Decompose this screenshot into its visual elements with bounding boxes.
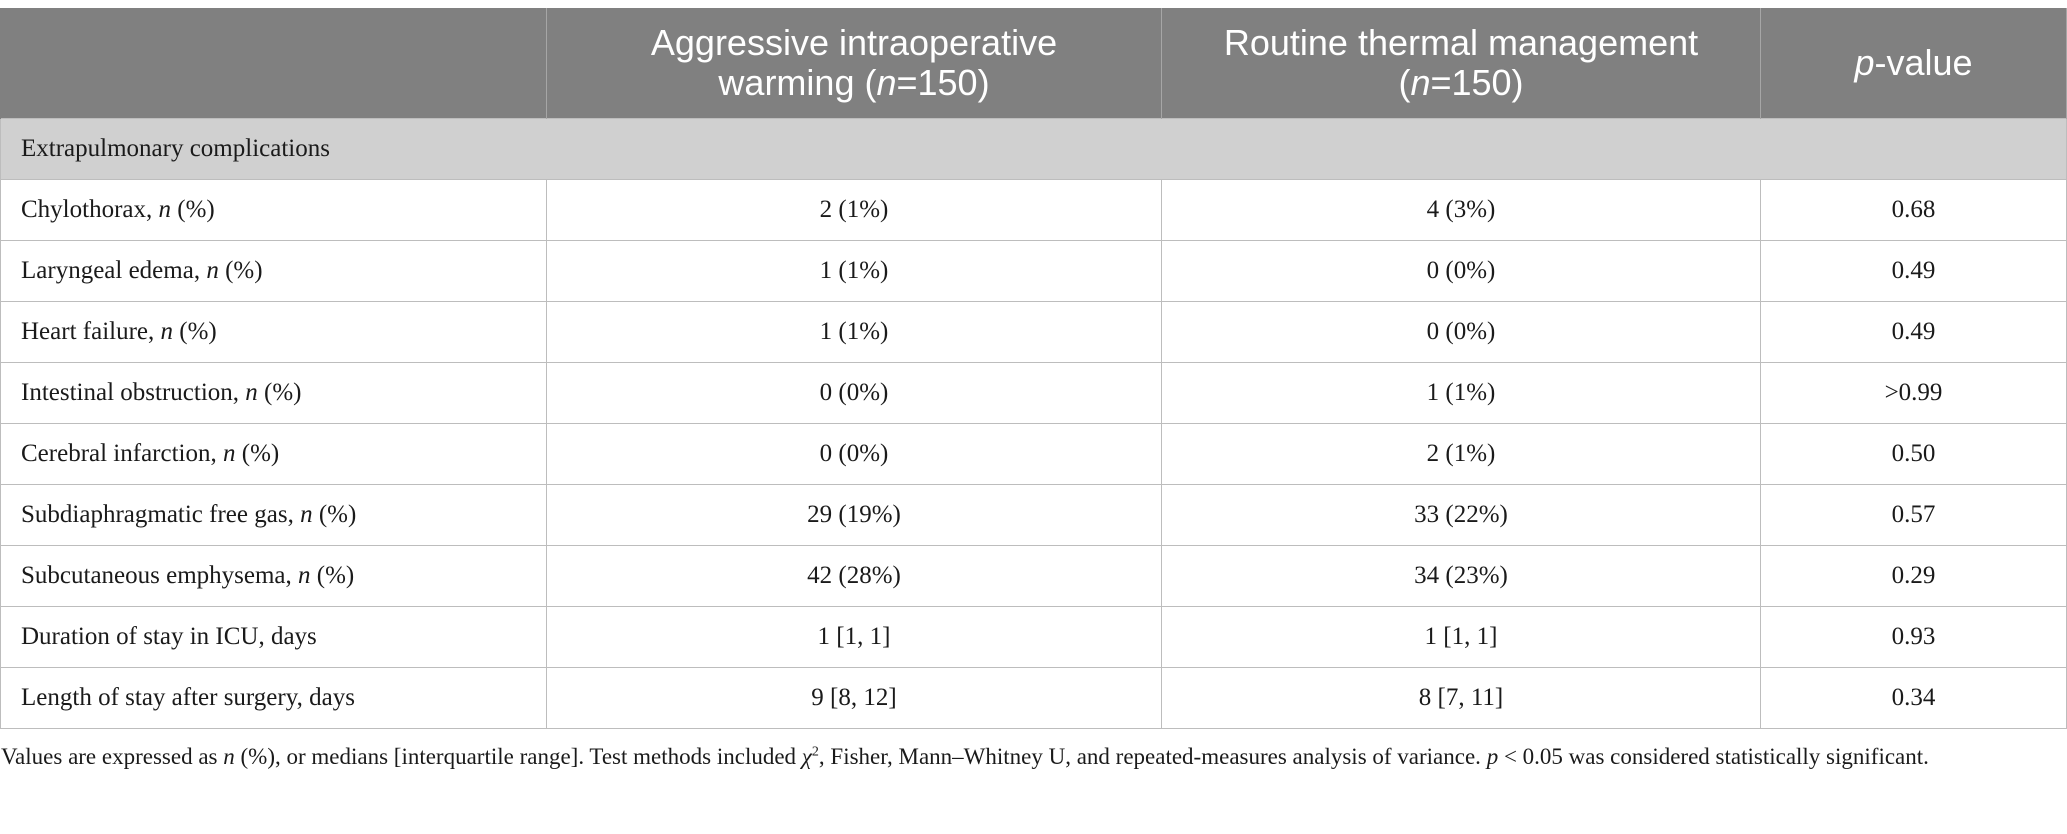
row-label-text: Cerebral infarction,: [21, 440, 223, 467]
header-p-italic: p: [1854, 42, 1875, 83]
header-p-rest: -value: [1874, 42, 1973, 83]
row-label-text: Intestinal obstruction,: [21, 379, 246, 406]
footnote-chi: χ: [801, 744, 812, 769]
cell-aggressive: 42 (28%): [546, 545, 1162, 607]
row-label: Cerebral infarction, n (%): [0, 423, 547, 485]
cell-routine: 0 (0%): [1161, 240, 1761, 302]
header-aggressive-line2b: =150): [896, 62, 990, 103]
row-label: Heart failure, n (%): [0, 301, 547, 363]
footnote-part2: (%), or medians [interquartile range]. T…: [234, 744, 802, 769]
footnote-part3: , Fisher, Mann–Whitney U, and repeated-m…: [818, 744, 1487, 769]
header-aggressive-line1: Aggressive intraoperative: [650, 22, 1058, 63]
cell-routine: 1 [1, 1]: [1161, 606, 1761, 668]
table-row: Subdiaphragmatic free gas, n (%) 29 (19%)…: [0, 484, 2067, 546]
table-row: Intestinal obstruction, n (%) 0 (0%) 1 (1%…: [0, 362, 2067, 424]
cell-aggressive: 1 [1, 1]: [546, 606, 1162, 668]
cell-routine: 0 (0%): [1161, 301, 1761, 363]
section-row: Extrapulmonary complications: [0, 118, 2067, 180]
row-label: Intestinal obstruction, n (%): [0, 362, 547, 424]
row-label-suffix: (%): [171, 196, 215, 223]
cell-routine: 1 (1%): [1161, 362, 1761, 424]
row-label-n: n: [245, 379, 258, 406]
row-label-suffix: (%): [235, 440, 280, 467]
section-title: Extrapulmonary complications: [0, 118, 2067, 180]
results-table-figure: Aggressive intraoperative warming (n=150…: [0, 8, 2067, 775]
row-label-text: Subcutaneous emphysema,: [21, 562, 299, 589]
header-routine-line2b: =150): [1430, 62, 1524, 103]
row-label: Laryngeal edema, n (%): [0, 240, 547, 302]
cell-p-value: 0.29: [1760, 545, 2067, 607]
cell-aggressive: 0 (0%): [546, 362, 1162, 424]
row-label-n: n: [206, 257, 219, 284]
cell-aggressive: 1 (1%): [546, 301, 1162, 363]
table-footnote: Values are expressed as n (%), or median…: [0, 739, 2061, 775]
table-row: Length of stay after surgery, days 9 [8, …: [0, 667, 2067, 729]
row-label: Subdiaphragmatic free gas, n (%): [0, 484, 547, 546]
complications-table: Aggressive intraoperative warming (n=150…: [0, 8, 2067, 729]
cell-p-value: 0.57: [1760, 484, 2067, 546]
cell-aggressive: 2 (1%): [546, 179, 1162, 241]
row-label-suffix: (%): [218, 257, 263, 284]
row-label-text: Heart failure,: [21, 318, 161, 345]
row-label-suffix: (%): [312, 501, 357, 528]
cell-routine: 33 (22%): [1161, 484, 1761, 546]
table-row: Laryngeal edema, n (%) 1 (1%) 0 (0%) 0.49: [0, 240, 2067, 302]
cell-routine: 34 (23%): [1161, 545, 1761, 607]
cell-p-value: >0.99: [1760, 362, 2067, 424]
header-routine-line1: Routine thermal management: [1223, 22, 1699, 63]
footnote-p: p: [1486, 744, 1499, 769]
footnote-part1: Values are expressed as: [1, 744, 224, 769]
row-label-text: Laryngeal edema,: [21, 257, 207, 284]
footnote-chi-sup: 2: [811, 744, 819, 760]
table-row: Duration of stay in ICU, days 1 [1, 1] 1 […: [0, 606, 2067, 668]
cell-aggressive: 29 (19%): [546, 484, 1162, 546]
row-label-n: n: [160, 318, 174, 345]
table-row: Heart failure, n (%) 1 (1%) 0 (0%) 0.49: [0, 301, 2067, 363]
cell-routine: 8 [7, 11]: [1161, 667, 1761, 729]
header-row: Aggressive intraoperative warming (n=150…: [0, 8, 2067, 119]
table-row: Subcutaneous emphysema, n (%) 42 (28%) 34 …: [0, 545, 2067, 607]
header-routine-line2a: (: [1398, 62, 1411, 103]
header-aggressive-n: n: [876, 62, 897, 103]
row-label-n: n: [300, 501, 313, 528]
row-label-suffix: (%): [257, 379, 302, 406]
cell-p-value: 0.34: [1760, 667, 2067, 729]
header-routine-n: n: [1410, 62, 1431, 103]
row-label-n: n: [158, 196, 172, 223]
row-label: Length of stay after surgery, days: [0, 667, 547, 729]
row-label-n: n: [298, 562, 311, 589]
cell-routine: 4 (3%): [1161, 179, 1761, 241]
row-label-text: Length of stay after surgery, days: [21, 684, 355, 711]
row-label-text: Duration of stay in ICU, days: [21, 623, 317, 650]
row-label-suffix: (%): [173, 318, 217, 345]
row-label-text: Subdiaphragmatic free gas,: [21, 501, 301, 528]
cell-p-value: 0.68: [1760, 179, 2067, 241]
row-label: Subcutaneous emphysema, n (%): [0, 545, 547, 607]
header-routine-management: Routine thermal management (n=150): [1161, 8, 1761, 119]
row-label: Chylothorax, n (%): [0, 179, 547, 241]
cell-aggressive: 1 (1%): [546, 240, 1162, 302]
cell-aggressive: 9 [8, 12]: [546, 667, 1162, 729]
table-row: Chylothorax, n (%) 2 (1%) 4 (3%) 0.68: [0, 179, 2067, 241]
header-blank-cell: [0, 8, 547, 119]
cell-p-value: 0.50: [1760, 423, 2067, 485]
row-label-suffix: (%): [310, 562, 355, 589]
footnote-n: n: [223, 744, 235, 769]
cell-p-value: 0.49: [1760, 240, 2067, 302]
row-label: Duration of stay in ICU, days: [0, 606, 547, 668]
header-p-value: p-value: [1760, 8, 2067, 119]
row-label-text: Chylothorax,: [21, 196, 159, 223]
header-aggressive-warming: Aggressive intraoperative warming (n=150…: [546, 8, 1162, 119]
footnote-part4: < 0.05 was considered statistically sign…: [1498, 744, 1929, 769]
cell-routine: 2 (1%): [1161, 423, 1761, 485]
row-label-n: n: [223, 440, 236, 467]
cell-p-value: 0.49: [1760, 301, 2067, 363]
cell-aggressive: 0 (0%): [546, 423, 1162, 485]
table-row: Cerebral infarction, n (%) 0 (0%) 2 (1%) 0.…: [0, 423, 2067, 485]
cell-p-value: 0.93: [1760, 606, 2067, 668]
header-aggressive-line2a: warming (: [718, 62, 877, 103]
